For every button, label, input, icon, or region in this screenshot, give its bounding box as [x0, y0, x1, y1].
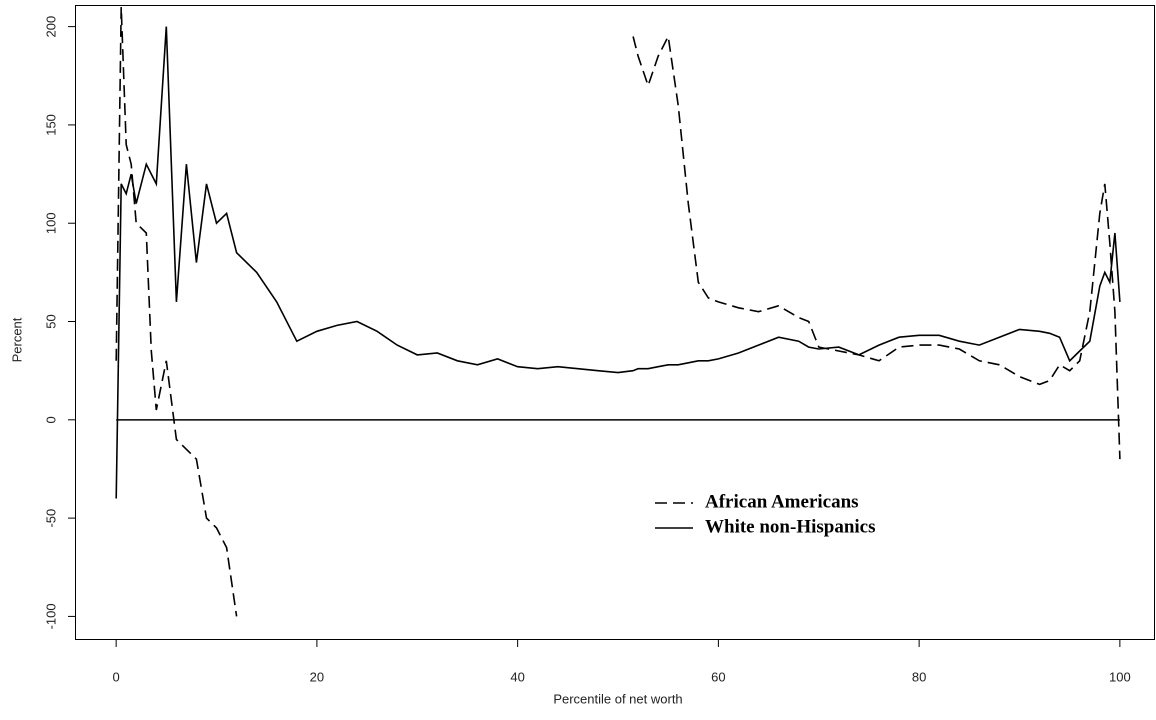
- legend-label: African Americans: [705, 491, 859, 512]
- y-tick-label: -100: [43, 603, 58, 629]
- y-tick-label: 100: [43, 212, 58, 234]
- plot-frame: [75, 5, 1155, 640]
- y-tick-label: 0: [43, 416, 58, 423]
- plot-area: [115, 6, 1121, 617]
- y-axis-title: Percent: [9, 317, 24, 362]
- x-tick-label: 80: [912, 669, 926, 684]
- y-tick-label: -50: [43, 509, 58, 528]
- x-tick-label: 20: [310, 669, 324, 684]
- x-tick-label: 100: [1109, 669, 1131, 684]
- x-tick-label: 60: [711, 669, 725, 684]
- x-tick-label: 0: [113, 669, 120, 684]
- legend-label: White non-Hispanics: [705, 516, 876, 537]
- x-axis-title: Percentile of net worth: [553, 691, 682, 706]
- series-line: [115, 6, 1121, 617]
- y-tick-label: 200: [43, 16, 58, 38]
- y-tick-label: 150: [43, 114, 58, 136]
- x-tick-label: 40: [510, 669, 524, 684]
- y-tick-label: 50: [43, 314, 58, 328]
- series-line: [115, 26, 1121, 499]
